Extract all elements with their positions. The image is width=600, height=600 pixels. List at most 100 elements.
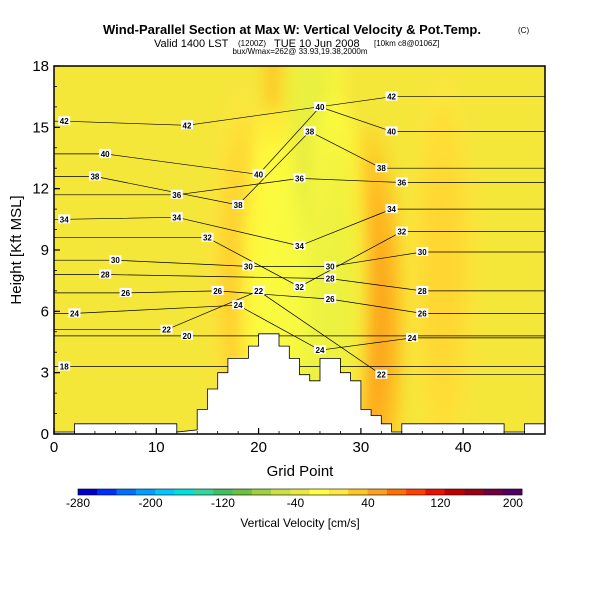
colorbar-swatch: [348, 489, 368, 495]
contour-label: 34: [170, 212, 183, 222]
copyright-mark: (C): [518, 26, 529, 35]
chart-title: Wind-Parallel Section at Max W: Vertical…: [103, 22, 481, 37]
contour-label: 28: [324, 273, 337, 284]
svg-text:34: 34: [172, 213, 181, 222]
contour-label: 42: [180, 120, 193, 130]
contour-label: 42: [385, 91, 398, 102]
svg-text:24: 24: [316, 346, 325, 355]
svg-text:36: 36: [397, 179, 406, 188]
contour-label: 40: [99, 148, 112, 159]
theta-contour: [54, 106, 545, 175]
contour-label: 40: [313, 101, 326, 112]
svg-text:24: 24: [408, 334, 417, 343]
contour-label: 30: [416, 247, 429, 257]
svg-text:42: 42: [387, 93, 396, 102]
y-tick-label: 0: [41, 426, 49, 443]
contour-label: 24: [68, 308, 81, 318]
contour-label: 32: [293, 281, 306, 292]
contour-label: 26: [324, 294, 337, 304]
contour-label: 34: [58, 214, 71, 224]
colorbar-swatch: [271, 489, 291, 495]
contour-label: 32: [201, 232, 214, 243]
colorbar-swatch: [135, 489, 156, 495]
colorbar-swatch: [425, 489, 446, 495]
valid-date: TUE 10 Jun 2008: [274, 38, 360, 50]
colorbar-swatch: [232, 489, 253, 495]
svg-text:40: 40: [387, 127, 396, 136]
svg-text:40: 40: [316, 103, 325, 112]
colorbar: -280 -200 -120 -40 40 120 200: [66, 488, 523, 510]
contour-label: 22: [252, 285, 265, 296]
x-tick-label: 10: [148, 439, 165, 456]
contour-label: 42: [58, 116, 71, 126]
svg-text:20: 20: [183, 332, 192, 341]
colorbar-swatch: [116, 489, 137, 495]
run-note: [10km c8@0106Z]: [374, 39, 439, 48]
svg-text:38: 38: [90, 172, 99, 181]
updraft-core: [407, 76, 478, 434]
svg-text:38: 38: [305, 127, 314, 136]
colorbar-swatch: [213, 489, 233, 495]
svg-text:34: 34: [387, 205, 396, 214]
theta-contour: [54, 290, 545, 314]
contour-label: 26: [119, 287, 132, 298]
colorbar-label: Vertical Velocity [cm/s]: [240, 516, 359, 530]
bux-line: bux/Wmax=262@ 33.93,19.38,2000m: [232, 47, 367, 56]
y-tick-label: 6: [41, 303, 49, 320]
y-tick-label: 12: [32, 181, 49, 198]
contour-label: 34: [293, 240, 306, 251]
contour-label: 38: [303, 126, 316, 136]
contour-label: 24: [313, 345, 326, 355]
contour-label: 30: [324, 261, 337, 271]
y-tick-label: 3: [41, 365, 49, 382]
colorbar-swatch: [444, 489, 465, 495]
svg-text:30: 30: [111, 256, 120, 265]
contour-label: 24: [406, 332, 419, 343]
svg-text:22: 22: [377, 371, 386, 380]
x-tick-label: 20: [250, 439, 267, 456]
valid-line: Valid 1400 LST: [154, 38, 229, 50]
svg-text:34: 34: [60, 215, 69, 224]
colorbar-tick-label: 120: [430, 496, 450, 510]
colorbar-swatch: [251, 489, 272, 495]
svg-text:26: 26: [121, 289, 130, 298]
svg-text:36: 36: [295, 174, 304, 183]
svg-text:42: 42: [183, 121, 192, 130]
colorbar-swatch: [309, 489, 330, 495]
x-axis-label: Grid Point: [267, 463, 335, 480]
svg-text:28: 28: [418, 287, 427, 296]
svg-text:40: 40: [101, 150, 110, 159]
colorbar-swatch: [193, 489, 214, 495]
colorbar-swatch: [483, 489, 503, 495]
svg-text:32: 32: [203, 234, 212, 243]
svg-text:26: 26: [326, 295, 335, 304]
contour-label: 36: [170, 189, 183, 200]
svg-text:38: 38: [377, 164, 386, 173]
x-tick-label: 30: [353, 439, 370, 456]
colorbar-swatch: [406, 489, 426, 495]
svg-text:32: 32: [295, 283, 304, 292]
contour-label: 22: [375, 369, 388, 380]
colorbar-swatch: [502, 489, 523, 495]
contour-label: 38: [232, 200, 245, 210]
contour-label: 32: [395, 226, 408, 237]
svg-text:26: 26: [418, 309, 427, 318]
x-tick-label: 40: [455, 439, 472, 456]
colorbar-swatch: [367, 489, 388, 495]
colorbar-swatch: [464, 489, 484, 495]
x-tick-label: 0: [50, 439, 58, 456]
svg-text:30: 30: [326, 262, 335, 271]
colorbar-tick-label: -40: [287, 496, 305, 510]
colorbar-swatch: [174, 489, 195, 495]
svg-text:22: 22: [162, 326, 171, 335]
colorbar-swatch: [290, 489, 310, 495]
colorbar-tick-label: 200: [503, 496, 523, 510]
contour-label: 34: [385, 204, 398, 214]
contour-label: 28: [99, 269, 112, 280]
colorbar-frame: [77, 488, 523, 496]
theta-contour: [54, 130, 545, 206]
colorbar-tick-label: 40: [361, 496, 375, 510]
contour-label: 36: [395, 177, 408, 188]
